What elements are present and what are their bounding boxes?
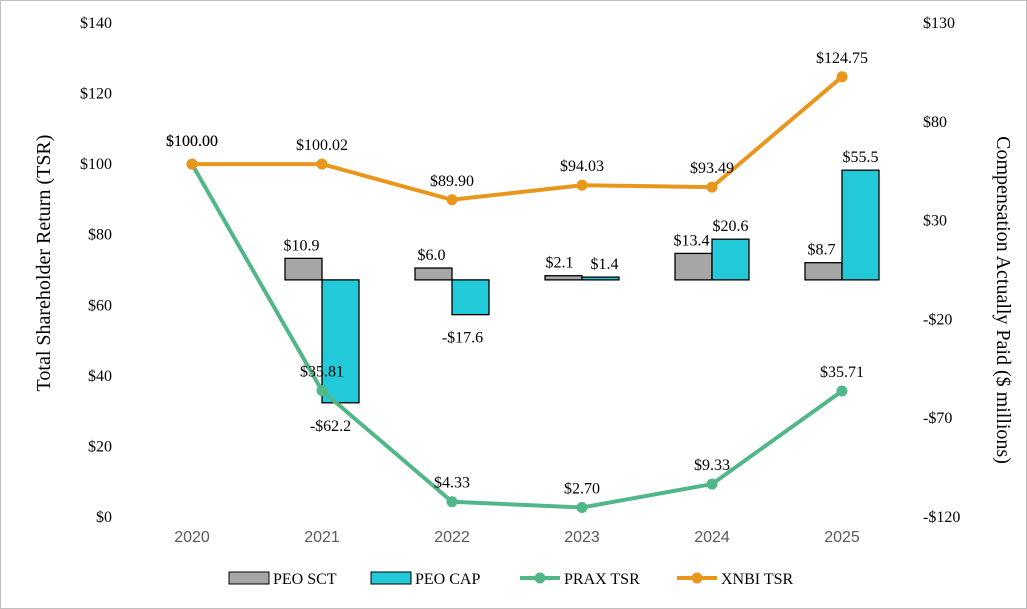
x-tick-label: 2025 (824, 529, 860, 546)
xnbi-tsr-point (576, 179, 588, 191)
peo-sct-data-label: $13.4 (674, 232, 710, 249)
xnbi-tsr-data-label: $100.02 (296, 137, 348, 154)
xnbi-tsr-data-label: $100.00 (166, 133, 218, 150)
prax-tsr-data-label: $35.81 (300, 364, 344, 381)
prax-tsr-point (316, 385, 328, 397)
legend-item-xnbi-tsr: XNBI TSR (677, 571, 793, 588)
xnbi-tsr-point (186, 158, 198, 170)
left-tick-label: $40 (88, 368, 112, 385)
right-tick-label: $30 (923, 213, 947, 230)
legend-label: PEO CAP (415, 571, 480, 588)
right-axis-title: Compensation Actually Paid ($ millions) (992, 136, 1014, 464)
xnbi-tsr-data-label: $93.49 (690, 160, 734, 177)
prax-tsr-data-label: $9.33 (694, 457, 730, 474)
left-axis-title: Total Shareholder Return (TSR) (33, 135, 55, 392)
prax-tsr-point (576, 501, 588, 513)
prax-tsr-line (190, 163, 844, 510)
legend-item-prax-tsr: PRAX TSR (520, 571, 640, 588)
peo-cap-bar (451, 279, 490, 316)
peo-cap-data-label: $20.6 (713, 218, 749, 235)
x-tick-label: 2024 (694, 529, 730, 546)
xnbi-tsr-point (706, 181, 718, 193)
prax-tsr-data-label: $4.33 (434, 475, 470, 492)
x-tick-label: 2020 (174, 529, 210, 546)
xnbi-tsr-line (191, 75, 844, 202)
peo-cap-bar (711, 238, 750, 281)
xnbi-tsr-point (836, 71, 848, 83)
right-tick-label: -$120 (923, 509, 960, 526)
legend-label: PRAX TSR (564, 571, 640, 588)
left-tick-label: $60 (88, 297, 112, 314)
peo-cap-data-label: $55.5 (843, 149, 879, 166)
legend-swatch (228, 571, 270, 585)
prax-tsr-data-label: $35.71 (820, 364, 864, 381)
peo-sct-data-label: $2.1 (546, 255, 574, 272)
x-tick-label: 2023 (564, 529, 600, 546)
prax-tsr-data-label: $100.00 (166, 133, 218, 150)
legend-label: PEO SCT (273, 571, 337, 588)
peo-cap-bar (581, 276, 620, 281)
xnbi-tsr-point (446, 194, 458, 206)
left-tick-label: $20 (88, 438, 112, 455)
right-tick-label: -$70 (923, 410, 952, 427)
peo-cap-data-label: -$17.6 (442, 330, 483, 347)
prax-tsr-point (706, 478, 718, 490)
x-tick-label: 2022 (434, 529, 470, 546)
legend-label: XNBI TSR (721, 571, 793, 588)
prax-tsr-point (836, 385, 848, 397)
xnbi-tsr-data-label: $124.75 (816, 50, 868, 67)
peo-sct-bar (284, 257, 323, 281)
peo-cap-bar (841, 169, 880, 281)
peo-sct-data-label: $6.0 (418, 247, 446, 264)
right-tick-label: -$20 (923, 311, 952, 328)
peo-sct-data-label: $8.7 (808, 242, 836, 259)
x-tick-label: 2021 (304, 529, 340, 546)
peo-sct-data-label: $10.9 (284, 237, 320, 254)
legend-marker (534, 572, 546, 584)
left-tick-label: $100 (80, 156, 112, 173)
peo-cap-data-label: $1.4 (591, 256, 619, 273)
left-tick-label: $140 (80, 15, 112, 32)
legend-item-peo-sct: PEO SCT (228, 571, 337, 588)
prax-tsr-point (446, 496, 458, 508)
peo-cap-bar (321, 279, 360, 404)
xnbi-tsr-data-label: $89.90 (430, 173, 474, 190)
legend-marker (691, 572, 703, 584)
peo-sct-bar (674, 252, 713, 281)
xnbi-tsr-data-label: $94.03 (560, 158, 604, 175)
left-tick-label: $0 (96, 509, 112, 526)
xnbi-tsr-point (316, 158, 328, 170)
right-tick-label: $130 (923, 15, 955, 32)
left-tick-label: $120 (80, 86, 112, 103)
prax-tsr-data-label: $2.70 (564, 480, 600, 497)
legend-item-peo-cap: PEO CAP (370, 571, 480, 588)
right-tick-label: $80 (923, 114, 947, 131)
peo-sct-bar (804, 262, 843, 281)
peo-sct-bar (414, 267, 453, 281)
left-tick-label: $80 (88, 227, 112, 244)
peo-sct-bar (544, 275, 583, 281)
peo-cap-data-label: -$62.2 (310, 418, 351, 435)
legend-swatch (370, 571, 412, 585)
